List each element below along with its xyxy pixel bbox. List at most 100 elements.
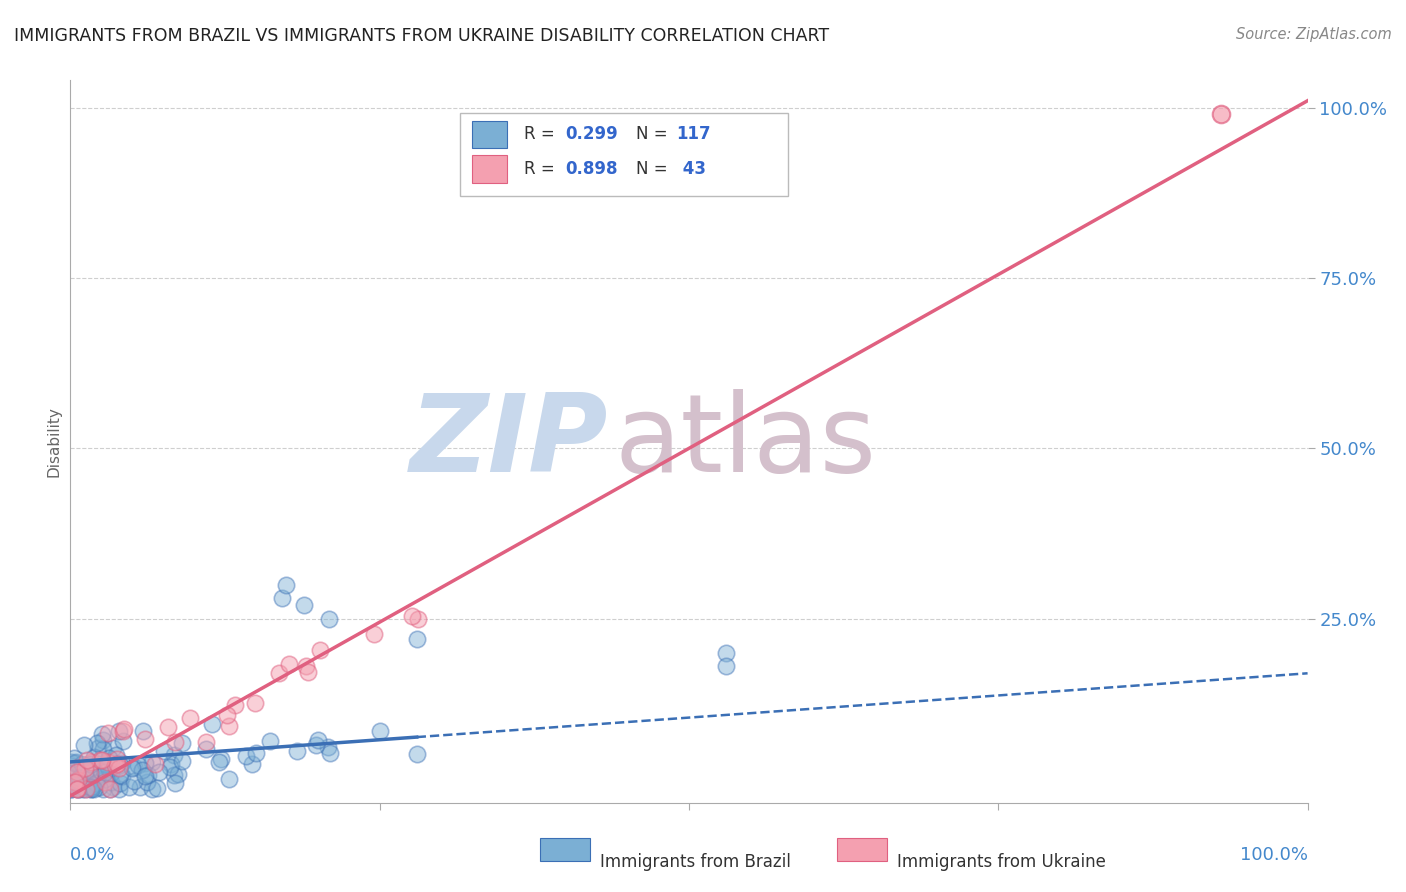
- Point: [111, 724, 134, 739]
- Point: [108, 723, 131, 738]
- Point: [274, 577, 297, 591]
- Point: [94, 774, 117, 789]
- Point: [271, 591, 294, 606]
- Point: [79, 763, 101, 777]
- Point: [91, 754, 114, 768]
- Point: [141, 782, 163, 797]
- Text: R =: R =: [524, 161, 561, 178]
- Point: [129, 780, 152, 794]
- Text: IMMIGRANTS FROM BRAZIL VS IMMIGRANTS FROM UKRAINE DISABILITY CORRELATION CHART: IMMIGRANTS FROM BRAZIL VS IMMIGRANTS FRO…: [14, 27, 830, 45]
- Point: [83, 750, 105, 764]
- Point: [65, 756, 87, 770]
- Point: [122, 760, 145, 774]
- Point: [162, 747, 184, 762]
- Text: 117: 117: [676, 126, 711, 144]
- Point: [70, 762, 93, 776]
- Point: [73, 738, 96, 752]
- Point: [84, 776, 107, 790]
- Point: [235, 749, 257, 764]
- Point: [80, 781, 103, 796]
- Point: [101, 780, 124, 795]
- Point: [70, 772, 93, 787]
- Point: [156, 720, 179, 734]
- Point: [134, 732, 156, 747]
- Point: [319, 746, 342, 760]
- Point: [714, 646, 737, 660]
- Point: [218, 719, 240, 733]
- Point: [65, 764, 87, 779]
- Point: [87, 741, 110, 756]
- Point: [79, 757, 101, 772]
- Point: [90, 764, 112, 779]
- Point: [94, 765, 117, 780]
- Point: [91, 733, 114, 747]
- Point: [141, 756, 163, 770]
- Point: [104, 748, 127, 763]
- Point: [287, 744, 309, 758]
- Point: [65, 761, 87, 775]
- Point: [91, 726, 114, 740]
- Point: [135, 775, 157, 789]
- Point: [98, 751, 121, 765]
- Point: [143, 757, 166, 772]
- Point: [295, 659, 318, 673]
- Point: [66, 772, 89, 787]
- Point: [105, 756, 128, 771]
- Point: [66, 782, 89, 797]
- Point: [112, 722, 135, 736]
- Point: [201, 717, 224, 731]
- Point: [101, 741, 124, 756]
- Point: [318, 740, 340, 755]
- Text: 0.0%: 0.0%: [70, 847, 115, 864]
- Point: [69, 777, 91, 791]
- Point: [65, 767, 87, 781]
- Point: [75, 782, 97, 797]
- Point: [97, 755, 120, 769]
- Point: [67, 782, 90, 797]
- Point: [72, 782, 94, 797]
- FancyBboxPatch shape: [460, 112, 787, 196]
- Point: [108, 776, 131, 790]
- Point: [134, 769, 156, 783]
- Point: [97, 726, 120, 740]
- Point: [66, 773, 89, 788]
- Point: [121, 761, 143, 775]
- Point: [80, 780, 103, 794]
- Text: atlas: atlas: [614, 389, 877, 494]
- Point: [111, 769, 134, 783]
- Point: [405, 747, 427, 762]
- Point: [105, 752, 128, 766]
- Point: [172, 736, 194, 750]
- Point: [82, 759, 104, 773]
- Point: [62, 768, 84, 782]
- Point: [259, 733, 281, 747]
- Point: [714, 659, 737, 673]
- Point: [292, 598, 315, 612]
- Point: [159, 760, 181, 774]
- Point: [73, 782, 96, 797]
- Point: [363, 627, 385, 641]
- Point: [73, 761, 96, 775]
- Point: [70, 757, 93, 772]
- Point: [179, 711, 201, 725]
- Point: [194, 735, 217, 749]
- Point: [63, 774, 86, 789]
- Point: [94, 772, 117, 787]
- Text: N =: N =: [636, 126, 672, 144]
- Point: [136, 768, 159, 782]
- Point: [98, 766, 121, 780]
- Point: [160, 757, 183, 772]
- Text: Immigrants from Brazil: Immigrants from Brazil: [600, 854, 790, 871]
- Text: 0.898: 0.898: [565, 161, 617, 178]
- Point: [111, 756, 134, 771]
- Point: [163, 768, 186, 782]
- Point: [60, 756, 83, 770]
- Point: [104, 758, 127, 772]
- Point: [98, 782, 121, 797]
- Point: [80, 778, 103, 792]
- Point: [66, 775, 89, 789]
- Point: [1209, 107, 1232, 121]
- Point: [308, 642, 330, 657]
- Point: [165, 735, 187, 749]
- Point: [87, 768, 110, 782]
